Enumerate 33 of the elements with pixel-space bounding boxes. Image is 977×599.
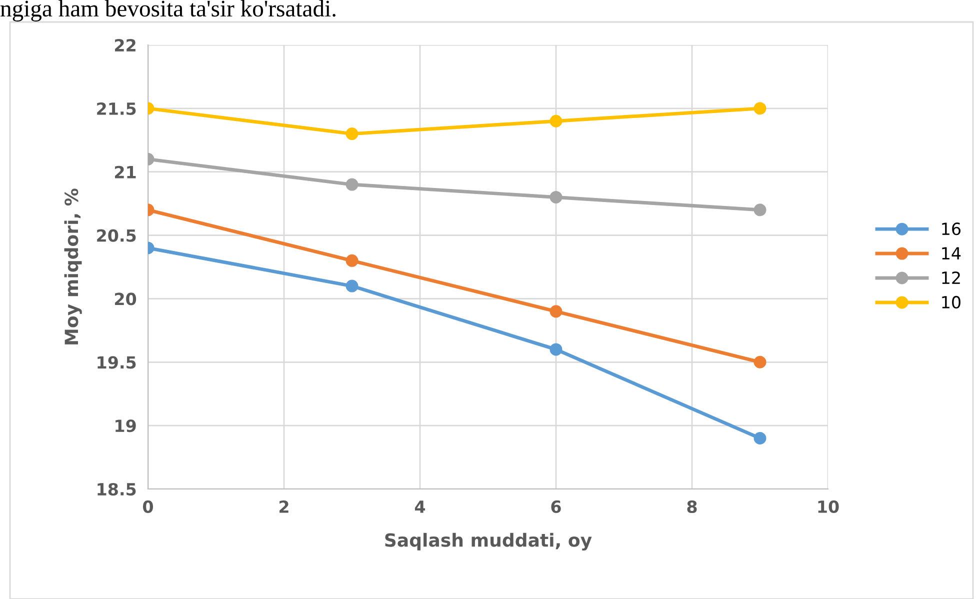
point xyxy=(754,102,766,115)
legend-label: 14 xyxy=(942,247,961,260)
point xyxy=(754,204,766,216)
x-tick-label: 4 xyxy=(414,500,426,513)
y-axis-title: Moy miqdori, % xyxy=(64,188,82,344)
y-tick-label: 22 xyxy=(115,38,136,52)
y-tick-label: 21.5 xyxy=(97,102,136,115)
text: ngiga ham bevosita ta'sir ko'rsatadi. xyxy=(0,0,336,22)
point xyxy=(754,432,766,445)
point xyxy=(346,128,358,140)
point xyxy=(346,280,358,292)
point xyxy=(550,343,562,356)
y-tick-label: 18.5 xyxy=(98,482,136,496)
y-tick-label: 20 xyxy=(115,292,136,306)
legend-label: 10 xyxy=(942,296,960,309)
point xyxy=(550,114,562,128)
y-tick-label: 19.5 xyxy=(98,356,136,369)
point xyxy=(550,305,562,318)
point xyxy=(754,356,766,368)
point xyxy=(346,178,358,191)
point xyxy=(550,190,562,204)
y-tick-label: 21 xyxy=(115,166,136,178)
legend-label: 16 xyxy=(942,222,960,236)
x-axis-title: Saqlash muddati, oy xyxy=(385,532,592,551)
legend-label: 12 xyxy=(942,271,960,284)
x-tick-label: 0 xyxy=(143,500,153,514)
x-tick-label: 10 xyxy=(818,500,839,514)
x-tick-label: 6 xyxy=(551,500,561,514)
y-tick-label: 20.5 xyxy=(97,229,136,242)
x-tick-label: 8 xyxy=(687,500,697,514)
point xyxy=(346,254,358,267)
x-tick-label: 2 xyxy=(280,500,288,513)
y-tick-label: 19 xyxy=(116,420,136,432)
